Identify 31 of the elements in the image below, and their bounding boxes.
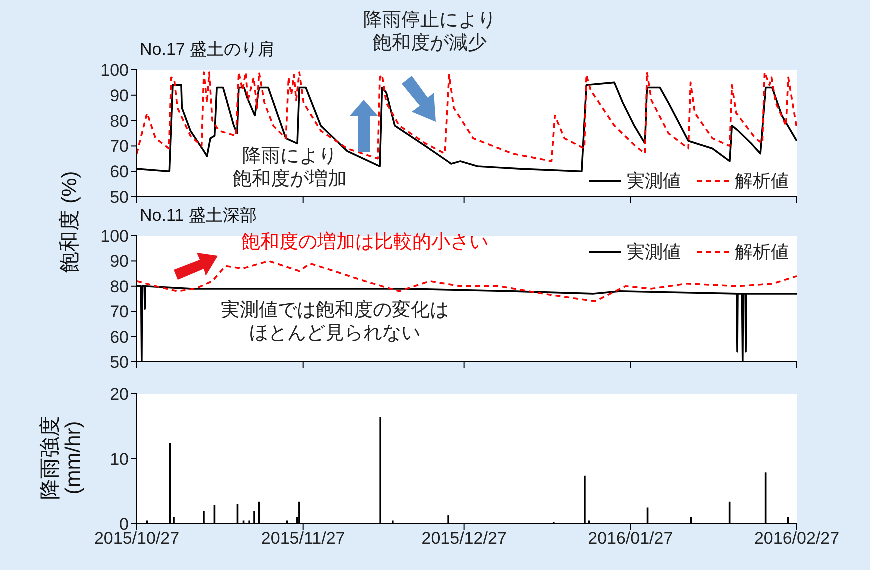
x-tick-label: 2015/12/27 [422,529,507,548]
legend-label: 実測値 [627,170,681,193]
text: 降雨停止により飽和度が減少 [364,10,496,56]
y-tick-label: 50 [110,188,129,208]
y-tick-label: 100 [100,227,129,246]
annotation: 降雨により飽和度が増加 [233,146,347,192]
legend-label: 解析値 [735,170,789,193]
y-tick-label: 70 [110,302,129,322]
y-axis-title: 飽和度 (%) [58,171,82,273]
y-tick-label: 50 [110,353,129,372]
legend-label: 解析値 [735,241,789,264]
annotation: 飽和度の増加は比較的小さい [242,232,488,255]
y-tick-label: 70 [110,137,129,156]
chart-title: No.17 盛土のり肩 [140,39,276,61]
y-tick-label: 10 [110,450,129,470]
y-tick-label: 20 [110,385,129,404]
y-tick-label: 80 [110,112,129,131]
y-axis-title: 降雨強度 (mm/hr) [38,416,86,500]
y-tick-label: 90 [110,252,129,272]
legend-label: 実測値 [627,241,681,264]
annotation: 実測値では飽和度の変化はほとんど見られない [221,300,449,346]
x-tick-label: 2015/10/27 [94,529,180,548]
y-tick-label: 90 [110,86,129,106]
x-tick-label: 2016/01/27 [588,529,674,548]
y-tick-label: 60 [110,328,129,347]
x-tick-label: 2016/02/27 [754,529,840,548]
chart-title: No.11 盛土深部 [140,205,257,227]
x-tick-label: 2015/11/27 [261,529,346,548]
y-tick-label: 100 [100,61,129,80]
y-tick-label: 80 [110,277,129,296]
y-tick-label: 60 [110,162,129,182]
